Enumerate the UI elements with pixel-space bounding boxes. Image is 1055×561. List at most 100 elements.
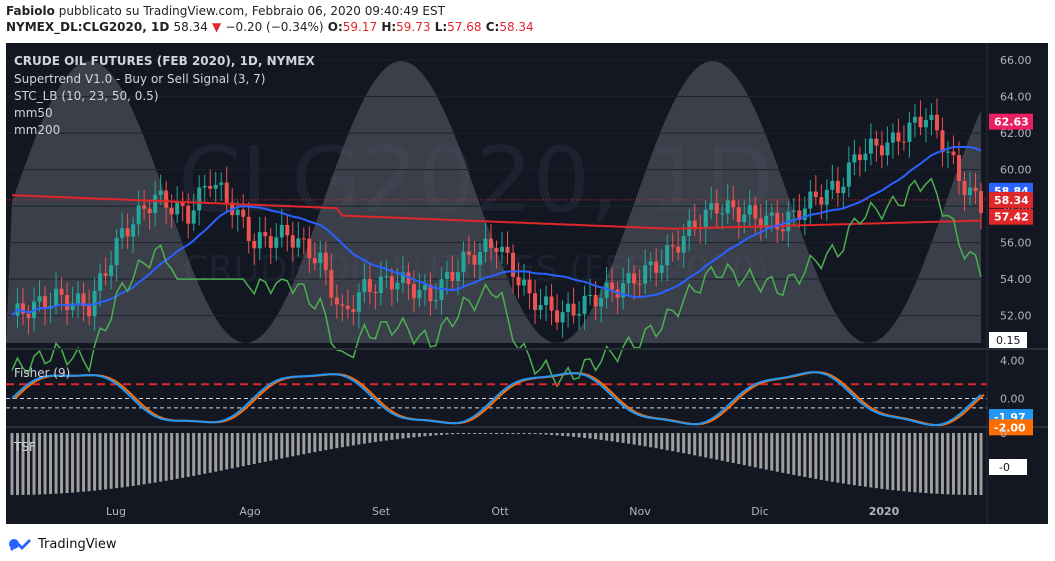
candle-body (312, 258, 317, 264)
chart-svg[interactable]: CLG2020, 1D CRUDE OIL FUTURES (FEB 2020)… (6, 43, 1048, 524)
candle-body (301, 238, 306, 240)
tsf-bar (693, 433, 697, 456)
tsf-title[interactable]: TSF (13, 440, 36, 454)
tsf-bar (550, 433, 554, 435)
tsf-bar (968, 433, 972, 495)
candle-body (235, 209, 240, 216)
legend-supertrend[interactable]: Supertrend V1.0 - Buy or Sell Signal (3,… (14, 72, 265, 86)
candle-body (621, 283, 626, 298)
tsf-bar (682, 433, 686, 454)
tsf-bar (517, 433, 521, 434)
tsf-bar (918, 433, 922, 493)
price-tick-label: 60.00 (1000, 164, 1032, 177)
tsf-bar (940, 433, 944, 495)
candle-body (125, 228, 130, 237)
legend-mm50[interactable]: mm50 (14, 106, 53, 120)
tsf-bar (737, 433, 741, 465)
candle-body (511, 252, 516, 277)
candle-body (290, 235, 295, 248)
candle-body (318, 252, 323, 264)
price-tick-label: 56.00 (1000, 237, 1032, 250)
candle-body (566, 303, 571, 313)
tsf-bar (753, 433, 757, 468)
tsf-bar (841, 433, 845, 484)
candle-body (736, 207, 741, 222)
candle-body (780, 229, 785, 232)
fisher-title[interactable]: Fisher (9) (14, 366, 70, 380)
candle-body (389, 276, 394, 290)
tsf-bar (825, 433, 829, 481)
tsf-bar (951, 433, 955, 495)
candle-body (841, 186, 846, 193)
author-name[interactable]: Fabiolo (6, 4, 55, 18)
tsf-bar (142, 433, 146, 485)
candle-body (659, 265, 664, 273)
tsf-bar (858, 433, 862, 486)
tsf-bar (572, 433, 576, 437)
tsf-bar (109, 433, 113, 489)
tsf-bar (467, 433, 471, 434)
candle-body (191, 210, 196, 224)
tsf-bar (115, 433, 119, 489)
legend-stc[interactable]: STC_LB (10, 23, 50, 0.5) (14, 89, 159, 103)
tsf-bar (731, 433, 735, 463)
candle-body (901, 141, 906, 143)
tsf-bar (340, 433, 344, 448)
candle-body (632, 273, 637, 284)
price-axis[interactable]: 66.0064.0062.0060.0058.0056.0054.0052.00… (989, 54, 1033, 475)
candle-body (158, 190, 163, 195)
tsf-bar (401, 433, 405, 439)
legend-mm200[interactable]: mm200 (14, 123, 60, 137)
tradingview-brand[interactable]: TradingView (38, 536, 117, 552)
candle-body (197, 187, 202, 211)
tsf-bar (390, 433, 394, 440)
tsf-bar (219, 433, 223, 471)
tsf-bar (533, 433, 537, 434)
time-axis[interactable]: Lug Ago Set Ott Nov Dic 2020 (106, 505, 900, 518)
candle-body (731, 200, 736, 208)
tsf-label-box (989, 459, 1027, 475)
tsf-bar (439, 433, 443, 435)
candle-body (428, 284, 433, 302)
price-tick-label: 64.00 (1000, 91, 1032, 104)
tsf-bar (495, 433, 498, 434)
candle-body (356, 292, 361, 312)
tsf-bar (770, 433, 774, 471)
candle-body (962, 181, 967, 195)
chart-area[interactable]: CLG2020, 1D CRUDE OIL FUTURES (FEB 2020)… (6, 43, 1048, 524)
candle-body (813, 191, 818, 198)
tsf-bar (654, 433, 658, 449)
stc-area-fill (6, 61, 981, 343)
candle-body (775, 212, 780, 230)
candle-body (169, 207, 174, 215)
candle-body (142, 205, 147, 209)
tsf-tick-label: 0 (1000, 427, 1007, 440)
low-label: L: (434, 20, 448, 34)
candle-body (720, 213, 725, 215)
candle-body (373, 291, 378, 294)
tsf-bar (676, 433, 680, 453)
candle-body (979, 191, 983, 213)
tsf-bar (709, 433, 713, 459)
tsf-bar (43, 433, 47, 495)
symbol-name[interactable]: NYMEX_DL:CLG2020, 1D (6, 20, 170, 34)
tsf-bar (588, 433, 592, 439)
candle-body (549, 296, 554, 311)
tsf-bar (247, 433, 251, 466)
tsf-bar (274, 433, 278, 460)
time-tick-label: Set (372, 505, 391, 518)
candle-body (103, 273, 108, 276)
supertrend-line (11, 177, 982, 388)
tsf-bar (880, 433, 884, 489)
candle-body (912, 116, 917, 123)
candle-body (945, 151, 950, 153)
tsf-bar (412, 433, 416, 438)
tsf-bar (957, 433, 961, 495)
tsf-bar (104, 433, 108, 490)
tsf-bar (962, 433, 966, 495)
candle-body (400, 272, 405, 283)
tsf-bar (175, 433, 179, 479)
candle-body (670, 245, 675, 247)
tsf-bar (351, 433, 355, 446)
candle-body (246, 216, 251, 241)
